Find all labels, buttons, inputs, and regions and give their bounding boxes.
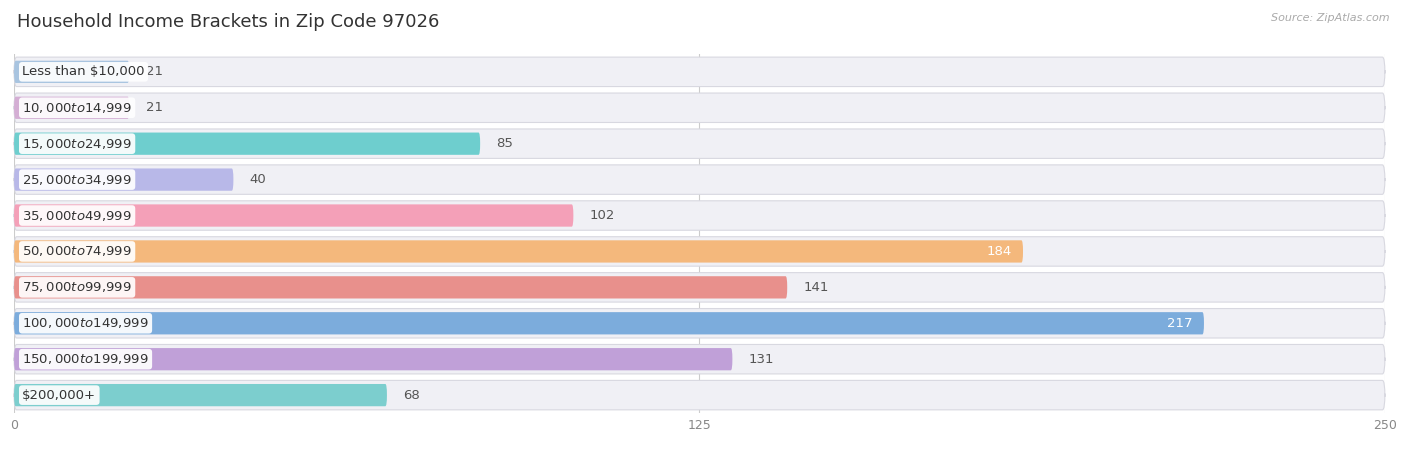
Text: 217: 217	[1167, 317, 1192, 330]
Text: 131: 131	[749, 353, 775, 365]
FancyBboxPatch shape	[14, 129, 1385, 158]
FancyBboxPatch shape	[14, 308, 1385, 338]
Text: 21: 21	[146, 66, 163, 78]
Text: 68: 68	[404, 389, 420, 401]
Text: Household Income Brackets in Zip Code 97026: Household Income Brackets in Zip Code 97…	[17, 13, 439, 31]
Text: $150,000 to $199,999: $150,000 to $199,999	[22, 352, 149, 366]
Text: $10,000 to $14,999: $10,000 to $14,999	[22, 101, 132, 115]
FancyBboxPatch shape	[14, 57, 1385, 87]
Text: Source: ZipAtlas.com: Source: ZipAtlas.com	[1271, 13, 1389, 23]
FancyBboxPatch shape	[14, 344, 1385, 374]
FancyBboxPatch shape	[14, 132, 481, 155]
FancyBboxPatch shape	[14, 165, 1385, 194]
Text: Less than $10,000: Less than $10,000	[22, 66, 145, 78]
Text: $25,000 to $34,999: $25,000 to $34,999	[22, 172, 132, 187]
FancyBboxPatch shape	[14, 61, 129, 83]
FancyBboxPatch shape	[14, 97, 129, 119]
Text: 40: 40	[250, 173, 267, 186]
Text: 85: 85	[496, 137, 513, 150]
Text: $35,000 to $49,999: $35,000 to $49,999	[22, 208, 132, 223]
FancyBboxPatch shape	[14, 240, 1024, 263]
FancyBboxPatch shape	[14, 348, 733, 370]
FancyBboxPatch shape	[14, 168, 233, 191]
FancyBboxPatch shape	[14, 380, 1385, 410]
Text: $100,000 to $149,999: $100,000 to $149,999	[22, 316, 149, 330]
Text: $200,000+: $200,000+	[22, 389, 96, 401]
Text: 141: 141	[804, 281, 830, 294]
Text: $50,000 to $74,999: $50,000 to $74,999	[22, 244, 132, 259]
Text: 184: 184	[987, 245, 1012, 258]
Text: $15,000 to $24,999: $15,000 to $24,999	[22, 136, 132, 151]
FancyBboxPatch shape	[14, 273, 1385, 302]
FancyBboxPatch shape	[14, 384, 387, 406]
FancyBboxPatch shape	[14, 312, 1204, 335]
Text: $75,000 to $99,999: $75,000 to $99,999	[22, 280, 132, 295]
Text: 21: 21	[146, 101, 163, 114]
FancyBboxPatch shape	[14, 93, 1385, 123]
FancyBboxPatch shape	[14, 276, 787, 299]
FancyBboxPatch shape	[14, 237, 1385, 266]
Text: 102: 102	[591, 209, 616, 222]
FancyBboxPatch shape	[14, 204, 574, 227]
FancyBboxPatch shape	[14, 201, 1385, 230]
